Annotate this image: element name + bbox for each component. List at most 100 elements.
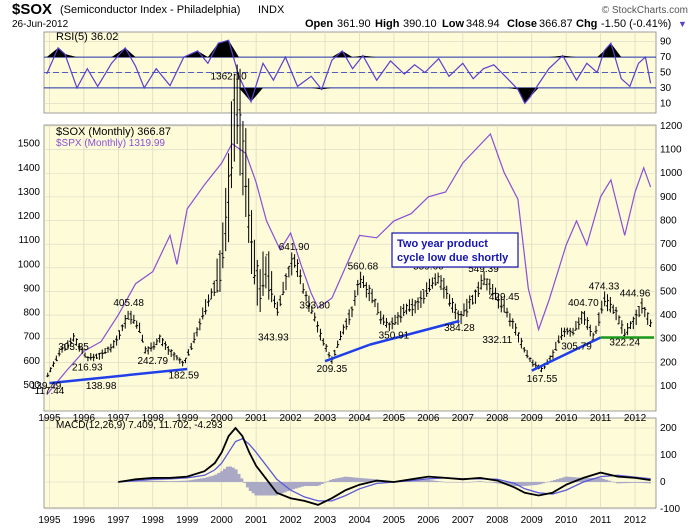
macd-histogram-bar	[286, 482, 290, 492]
price-annotation: 641.90	[279, 242, 310, 253]
macd-histogram-bar	[343, 476, 347, 482]
macd-histogram-bar	[593, 477, 597, 482]
price-tick-left: 700	[23, 332, 40, 343]
close-value: 366.87	[539, 18, 573, 30]
price-tick-left: 900	[23, 283, 40, 294]
macd-histogram-bar	[510, 482, 514, 486]
macd-histogram-bar	[644, 482, 649, 484]
macd-histogram-bar	[320, 482, 324, 485]
macd-histogram-bar	[538, 482, 542, 485]
callout-line-1: Two year product	[397, 238, 488, 250]
macd-histogram-bar	[220, 471, 224, 482]
x-tick-label: 2008	[486, 413, 509, 424]
macd-histogram-bar	[550, 480, 554, 482]
price-annotation: 138.98	[86, 381, 117, 392]
macd-histogram-bar	[349, 477, 353, 482]
x-tick-label: 2010	[555, 413, 578, 424]
macd-histogram-bar	[179, 480, 184, 482]
macd-histogram-bar	[584, 477, 588, 482]
macd-histogram-bar	[165, 481, 169, 482]
macd-histogram-bar	[254, 482, 258, 496]
macd-histogram-bar	[355, 477, 359, 482]
macd-histogram-bar	[581, 477, 585, 482]
price-tick-right: 1100	[660, 145, 682, 156]
macd-histogram-bar	[481, 481, 485, 483]
x-tick-label: 2007	[452, 515, 475, 526]
macd-histogram-bar	[306, 482, 310, 487]
price-annotation: 305.79	[561, 341, 592, 352]
price-annotation: 322.24	[609, 338, 640, 349]
macd-histogram-bar	[627, 482, 631, 483]
macd-histogram-bar	[266, 482, 270, 496]
watermark: © StockCharts.com	[602, 5, 688, 16]
macd-histogram-bar	[234, 469, 238, 482]
macd-histogram-bar	[139, 480, 143, 482]
x-tick-label: 2001	[245, 515, 268, 526]
x-tick-label: 1998	[142, 515, 165, 526]
price-tick-right: 1000	[660, 168, 683, 179]
macd-histogram-bar	[435, 480, 439, 482]
macd-histogram-bar	[530, 482, 534, 486]
macd-histogram-bar	[610, 481, 614, 483]
macd-histogram-bar	[332, 478, 336, 482]
macd-histogram-bar	[449, 482, 453, 483]
rsi-tick-label: 50	[660, 68, 672, 79]
x-tick-label: 1997	[107, 515, 130, 526]
price-tick-left: 1300	[18, 187, 41, 198]
symbol-name: (Semiconductor Index - Philadelphia)	[60, 4, 240, 16]
macd-histogram-bar	[535, 482, 540, 485]
price-tick-right: 200	[660, 357, 677, 368]
price-tick-left: 500	[23, 380, 40, 391]
macd-line	[118, 426, 651, 506]
macd-histogram-bar	[544, 482, 548, 483]
x-tick-label: 2005	[383, 413, 406, 424]
callout-box: Two year product cycle low due shortly	[391, 232, 519, 268]
trendline-2003	[324, 343, 371, 363]
spx-line	[46, 132, 652, 396]
macd-histogram-bar	[352, 477, 356, 482]
x-tick-label: 2009	[521, 413, 544, 424]
price-annotation: 405.48	[113, 298, 144, 309]
macd-histogram-bar	[211, 475, 215, 482]
macd-histogram-bar	[208, 476, 212, 482]
macd-histogram-bar	[274, 482, 278, 496]
macd-histogram-bar	[231, 467, 235, 482]
macd-histogram-bar	[624, 482, 629, 484]
macd-histogram-bar	[426, 479, 430, 482]
price-annotation: 167.55	[527, 374, 558, 385]
x-tick-label: 2008	[486, 515, 509, 526]
price-annotation: 117.44	[35, 386, 65, 397]
x-tick-label: 2006	[417, 413, 440, 424]
macd-histogram-bar	[524, 482, 528, 486]
x-tick-label: 2004	[348, 413, 371, 424]
chart-date: 26-Jun-2012	[12, 19, 69, 30]
macd-histogram-bar	[182, 480, 186, 482]
macd-histogram-bar	[133, 480, 138, 482]
price-annotation: 1362.10	[210, 72, 247, 83]
price-tick-left: 800	[23, 308, 40, 319]
macd-histogram-bar	[636, 482, 640, 483]
price-tick-right: 700	[660, 239, 677, 250]
macd-histogram-bar	[558, 478, 563, 482]
sox-legend: $SOX (Monthly) 366.87	[56, 126, 171, 138]
macd-histogram-bar	[159, 480, 163, 482]
macd-histogram-bar	[337, 477, 341, 482]
price-annotation: 549.39	[468, 264, 499, 275]
trendline-2009	[531, 336, 602, 372]
x-tick-label: 2005	[383, 515, 406, 526]
macd-histogram-bar	[283, 482, 287, 493]
macd-histogram-bar	[340, 477, 344, 482]
macd-histogram-bar	[570, 477, 574, 482]
price-tick-left: 1400	[18, 163, 41, 174]
x-tick-label: 2004	[348, 515, 371, 526]
price-annotation: 384.28	[444, 323, 475, 334]
macd-histogram-bar	[222, 468, 227, 482]
rsi-tick-label: 10	[660, 98, 672, 109]
macd-histogram-bar	[446, 482, 451, 483]
macd-histogram-bar	[466, 482, 471, 483]
price-tick-left: 1100	[18, 235, 40, 246]
macd-histogram-bar	[237, 473, 241, 482]
macd-histogram-bar	[464, 482, 468, 483]
macd-histogram-bar	[251, 482, 255, 494]
price-tick-left: 1000	[18, 259, 41, 270]
